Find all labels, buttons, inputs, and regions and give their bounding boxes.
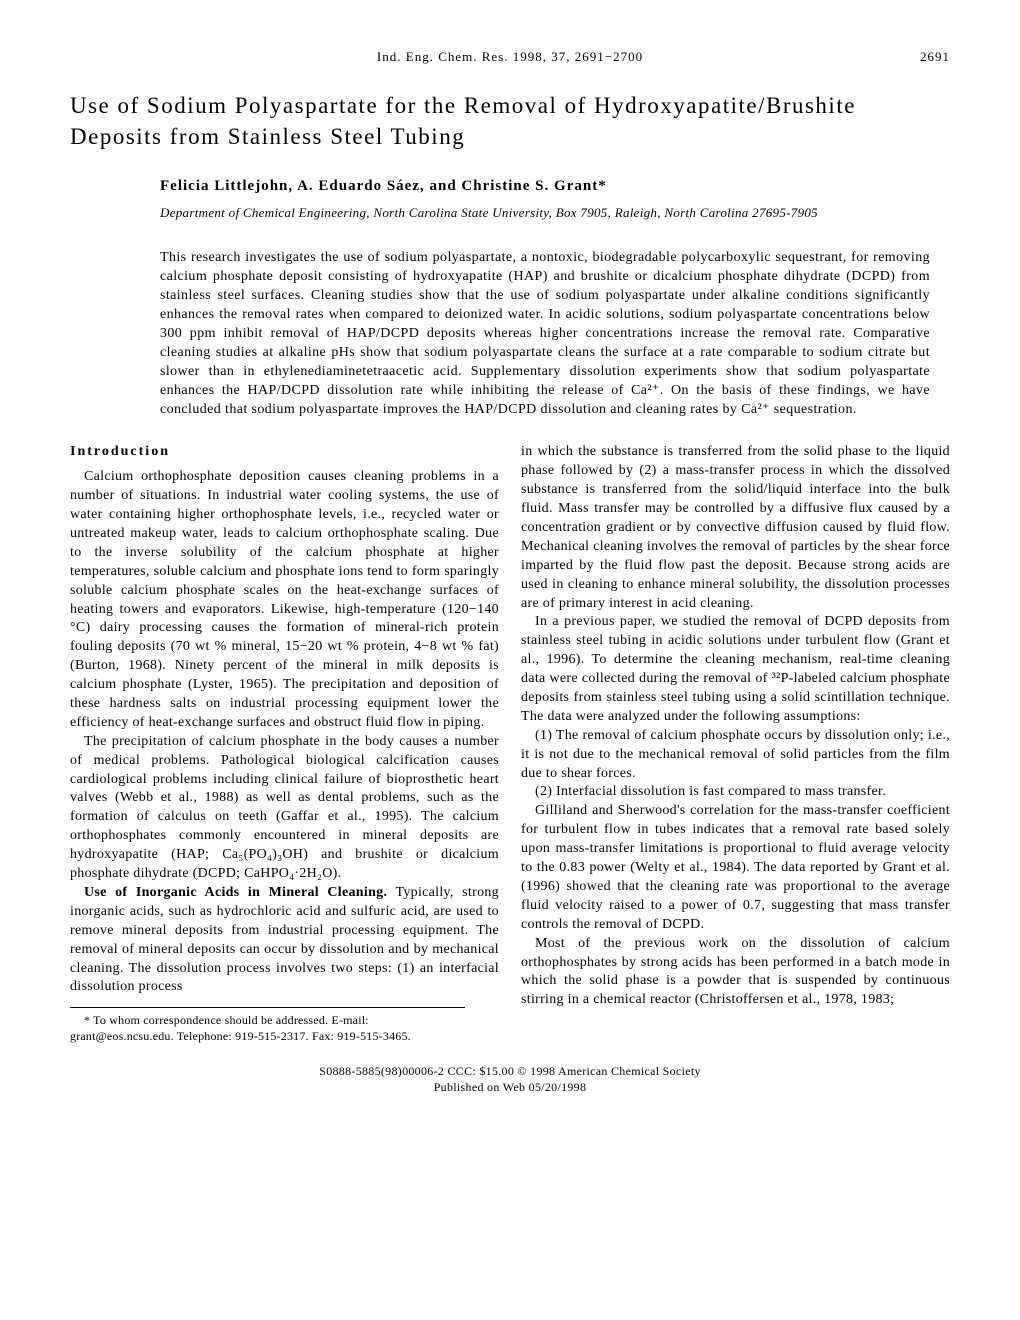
body-columns: Introduction Calcium orthophosphate depo… [70,443,950,1044]
paragraph: The precipitation of calcium phosphate i… [70,733,499,884]
authors: Felicia Littlejohn, A. Eduardo Sáez, and… [160,176,950,196]
inline-heading: Use of Inorganic Acids in Mineral Cleani… [84,885,387,900]
paragraph: Gilliland and Sherwood's correlation for… [521,802,950,934]
paragraph: in which the substance is transferred fr… [521,443,950,613]
paragraph: In a previous paper, we studied the remo… [521,613,950,726]
corresponding-author-footnote: * To whom correspondence should be addre… [70,1007,465,1044]
footer-copyright: S0888-5885(98)00006-2 CCC: $15.00 © 1998… [70,1063,950,1079]
paragraph: Use of Inorganic Acids in Mineral Cleani… [70,884,499,997]
article-title: Use of Sodium Polyaspartate for the Remo… [70,90,950,152]
paragraph: Most of the previous work on the dissolu… [521,935,950,1011]
journal-ref: Ind. Eng. Chem. Res. 1998, 37, 2691−2700 [377,49,643,64]
page-number: 2691 [920,48,950,66]
paragraph: (2) Interfacial dissolution is fast comp… [521,783,950,802]
abstract: This research investigates the use of so… [160,249,930,419]
section-heading-introduction: Introduction [70,443,499,462]
footer: S0888-5885(98)00006-2 CCC: $15.00 © 1998… [70,1063,950,1095]
footer-pubdate: Published on Web 05/20/1998 [70,1079,950,1095]
paragraph: Calcium orthophosphate deposition causes… [70,468,499,732]
affiliation: Department of Chemical Engineering, Nort… [160,204,950,222]
running-header: Ind. Eng. Chem. Res. 1998, 37, 2691−2700… [70,48,950,66]
paragraph-text: Typically, strong inorganic acids, such … [70,885,499,994]
paragraph: (1) The removal of calcium phosphate occ… [521,727,950,784]
